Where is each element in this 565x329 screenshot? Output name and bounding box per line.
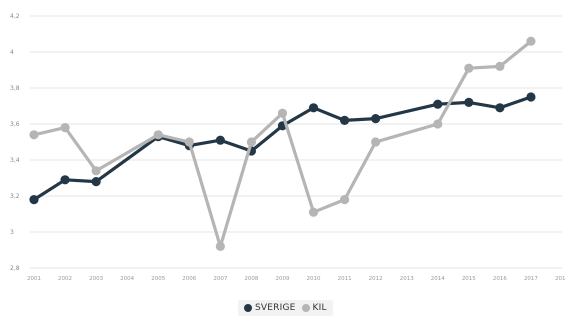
data-point-kil [339,195,350,205]
x-tick-label: 2011 [338,276,352,282]
x-tick-label: 2014 [431,276,445,282]
data-point-sverige [464,97,474,107]
x-tick-label: 2008 [244,276,258,282]
x-tick-label: 2009 [275,276,289,282]
x-tick-label: 2004 [120,276,134,282]
y-tick-label: 3,6 [10,121,20,128]
x-tick-label: 2012 [369,276,383,282]
data-point-sverige [433,99,443,109]
legend-swatch-kil [301,304,310,312]
x-tick-label: 2007 [213,276,227,282]
x-tick-label: 2018 [555,276,565,282]
data-point-kil [495,61,505,71]
data-point-sverige [339,115,350,125]
y-tick-label: 3,2 [10,193,20,200]
data-point-kil [29,130,39,140]
data-point-kil [277,108,288,118]
y-tick-label: 4,2 [10,13,20,20]
y-tick-label: 3 [10,229,14,236]
data-point-sverige [371,114,381,124]
x-tick-label: 2015 [462,276,476,282]
y-tick-label: 2,8 [10,265,20,272]
x-tick-label: 2006 [182,276,196,282]
x-tick-label: 2016 [493,276,507,282]
data-point-sverige [495,103,505,113]
legend-label-sverige: SVERIGE [255,303,296,313]
data-point-sverige [29,195,39,205]
data-point-sverige [60,175,70,185]
data-point-kil [526,36,536,46]
x-tick-label: 2005 [151,276,165,282]
legend-label-kil: KIL [312,303,327,313]
x-tick-label: 2001 [27,276,41,282]
y-tick-label: 3,8 [10,85,20,92]
x-tick-label: 2013 [400,276,414,282]
data-point-kil [184,137,194,147]
data-point-kil [308,207,319,217]
data-point-kil [371,137,381,147]
x-tick-label: 2010 [307,276,321,282]
x-tick-label: 2002 [58,276,72,282]
data-point-sverige [308,103,319,113]
legend-swatch-sverige [244,304,252,312]
data-point-sverige [215,135,225,145]
series-line-kil [33,39,532,248]
data-point-kil [464,63,474,73]
y-tick-label: 4 [10,49,14,56]
data-point-kil [60,123,70,133]
data-point-sverige [91,177,101,187]
data-point-kil [91,166,101,176]
data-point-kil [153,130,163,140]
legend-item-sverige: SVERIGE [244,303,296,313]
chart-legend: SVERIGE KIL [238,300,333,316]
y-tick-label: 3,4 [10,157,20,164]
x-tick-label: 2017 [524,276,538,282]
x-tick-label: 2003 [89,276,103,282]
data-point-kil [215,241,225,251]
legend-item-kil: KIL [301,303,327,313]
data-point-kil [433,119,443,129]
data-point-kil [246,137,257,147]
data-point-sverige [526,92,536,102]
